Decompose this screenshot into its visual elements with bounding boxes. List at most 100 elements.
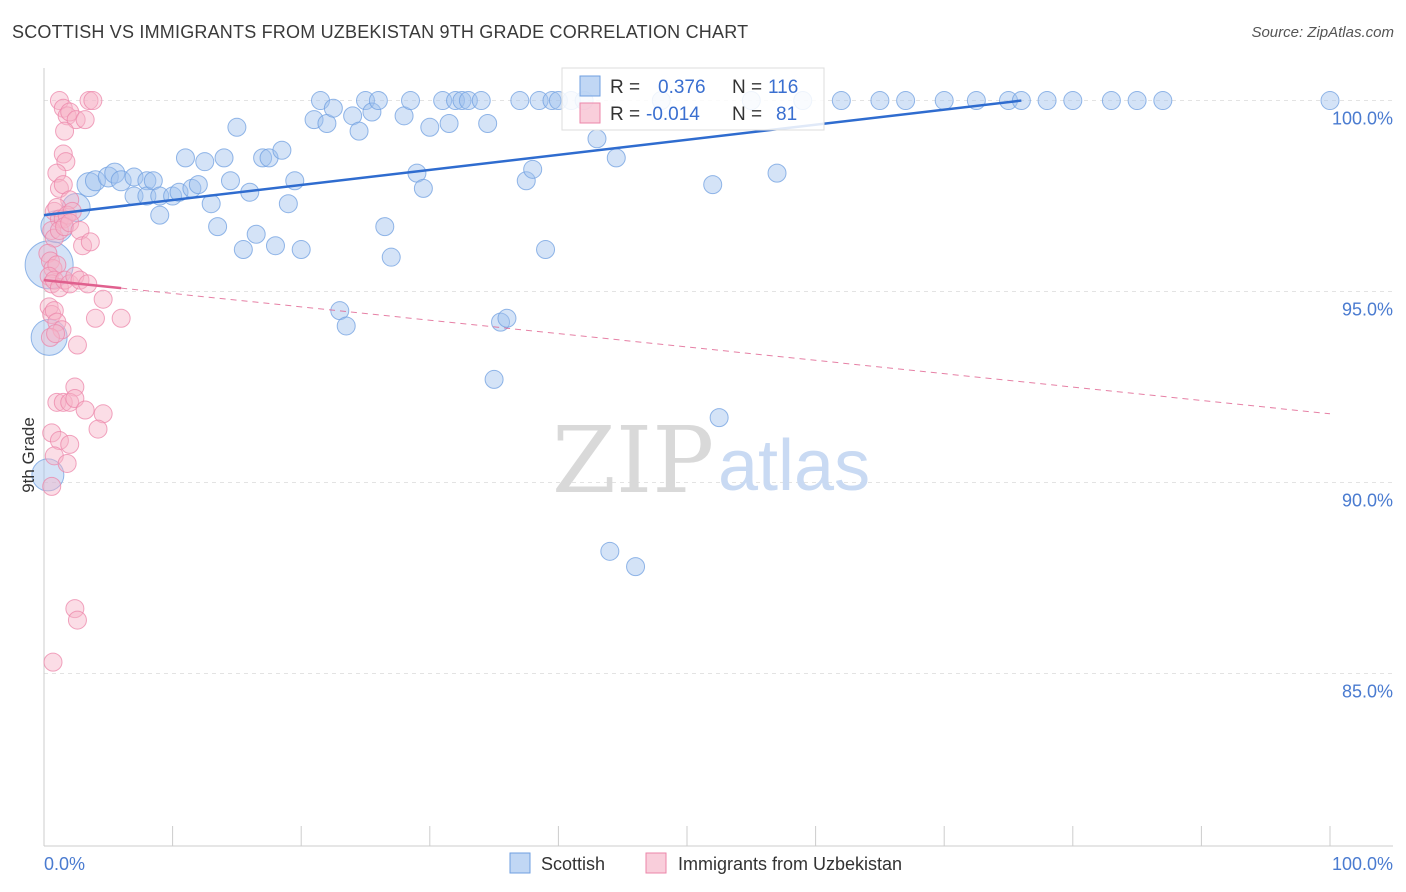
point-scottish (214, 148, 234, 168)
point-uzbekistan (55, 217, 75, 237)
x-tick-label-max: 100.0% (1332, 854, 1393, 874)
point-scottish (124, 167, 144, 187)
y-axis-label: 9th Grade (19, 417, 38, 493)
trend-lines (43, 99, 1331, 415)
trend-line-uzbekistan-dashed (121, 287, 1331, 415)
stats-n-value-scottish: 116 (768, 77, 798, 98)
point-scottish (471, 91, 491, 111)
point-scottish (169, 182, 189, 202)
stats-legend: R = 0.376 N = 116 R = -0.014 N = 81 (561, 67, 825, 131)
point-scottish (362, 102, 382, 122)
stats-n-label-scottish: N = (732, 77, 762, 98)
point-scottish (253, 148, 273, 168)
point-uzbekistan (83, 91, 103, 111)
point-uzbekistan (57, 453, 77, 473)
point-scottish (896, 91, 916, 111)
point-scottish (304, 110, 324, 130)
point-scottish (195, 152, 215, 172)
point-scottish (336, 316, 356, 336)
point-scottish (709, 408, 729, 428)
point-scottish (703, 175, 723, 195)
point-uzbekistan (42, 220, 62, 240)
stats-r-label-scottish: R = (610, 77, 640, 98)
point-uzbekistan (60, 392, 80, 412)
stats-swatch-scottish (579, 75, 601, 97)
point-scottish (1153, 91, 1173, 111)
point-uzbekistan (93, 404, 113, 424)
point-uzbekistan (85, 308, 105, 328)
point-scottish (420, 117, 440, 137)
point-uzbekistan (43, 652, 63, 672)
point-scottish (272, 140, 292, 160)
point-scottish (278, 194, 298, 214)
point-scottish (137, 171, 157, 191)
y-tick-labels: 100.0% 95.0% 90.0% 85.0% (1332, 109, 1393, 702)
point-uzbekistan (75, 110, 95, 130)
point-scottish (536, 240, 556, 260)
legend-swatch-uzbekistan (645, 852, 667, 874)
stats-n-label-uzbekistan: N = (732, 104, 762, 125)
point-scottish (265, 236, 285, 256)
point-uzbekistan (53, 144, 73, 164)
point-scottish (767, 163, 787, 183)
point-scottish (870, 91, 890, 111)
point-uzbekistan (75, 400, 95, 420)
watermark: ZIP atlas (552, 407, 870, 514)
point-scottish (831, 91, 851, 111)
point-scottish (381, 247, 401, 267)
point-uzbekistan (80, 232, 100, 252)
point-scottish (208, 217, 228, 237)
point-scottish (175, 148, 195, 168)
point-uzbekistan (49, 431, 69, 451)
y-tick-label: 85.0% (1342, 682, 1393, 702)
point-uzbekistan (42, 423, 62, 443)
point-scottish (478, 113, 498, 133)
point-uzbekistan (42, 476, 62, 496)
point-uzbekistan (55, 121, 75, 141)
point-scottish (31, 458, 65, 492)
legend-label-uzbekistan: Immigrants from Uzbekistan (678, 854, 902, 874)
point-scottish (452, 91, 472, 111)
watermark-zip: ZIP (552, 407, 714, 514)
axes (43, 68, 1393, 847)
point-scottish (484, 369, 504, 389)
trend-line-scottish (43, 99, 1022, 217)
point-scottish (246, 224, 266, 244)
point-scottish (97, 166, 119, 188)
point-scottish (368, 91, 388, 111)
point-scottish (291, 240, 311, 260)
legend-label-scottish: Scottish (541, 854, 605, 874)
point-uzbekistan (67, 335, 87, 355)
point-scottish (1101, 91, 1121, 111)
point-uzbekistan (47, 255, 67, 275)
x-tick-label-min: 0.0% (44, 854, 85, 874)
point-scottish (542, 91, 562, 111)
point-scottish (413, 178, 433, 198)
point-uzbekistan (47, 163, 67, 183)
point-scottish (510, 91, 530, 111)
source-label: Source: ZipAtlas.com (1251, 24, 1394, 41)
trend-line-uzbekistan-solid (43, 278, 122, 290)
point-scottish (606, 148, 626, 168)
point-scottish (439, 113, 459, 133)
point-uzbekistan (46, 324, 66, 344)
y-tick-label: 100.0% (1332, 109, 1393, 129)
point-scottish (600, 541, 620, 561)
data-points (24, 91, 1340, 672)
point-scottish (497, 308, 517, 328)
stats-r-label-uzbekistan: R = (610, 104, 640, 125)
point-scottish (110, 170, 132, 192)
point-scottish (1063, 91, 1083, 111)
point-uzbekistan (60, 102, 80, 122)
point-uzbekistan (40, 327, 60, 347)
point-scottish (626, 557, 646, 577)
point-scottish (150, 205, 170, 225)
point-scottish (323, 98, 343, 118)
y-tick-label: 95.0% (1342, 300, 1393, 320)
point-uzbekistan (44, 301, 64, 321)
point-scottish (401, 91, 421, 111)
stats-swatch-uzbekistan (579, 102, 601, 124)
y-tick-label: 90.0% (1342, 491, 1393, 511)
watermark-atlas: atlas (718, 426, 870, 506)
